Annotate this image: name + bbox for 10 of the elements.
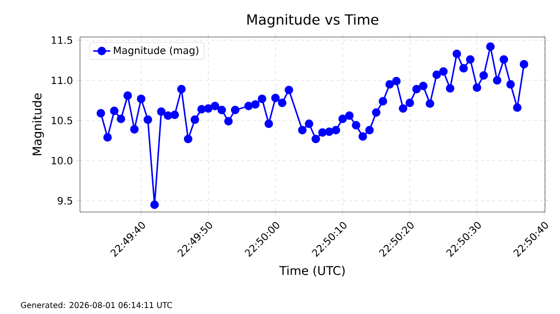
x-axis-title: Time (UTC) [279, 266, 345, 276]
y-axis-title: Magnitude [32, 93, 44, 156]
y-tick-label: 11.5 [52, 36, 72, 44]
text: Generated: 2026-08-01 06:14:11 UTC [20, 302, 172, 308]
chart-title: Magnitude vs Time [247, 14, 378, 28]
y-tick-label: 10.5 [52, 116, 72, 124]
y-tick-label: 9.5 [58, 196, 72, 205]
legend-label: Magnitude (mag) [114, 46, 198, 56]
y-tick-label: 11.0 [52, 76, 72, 84]
y-tick-label: 10.0 [52, 156, 72, 164]
